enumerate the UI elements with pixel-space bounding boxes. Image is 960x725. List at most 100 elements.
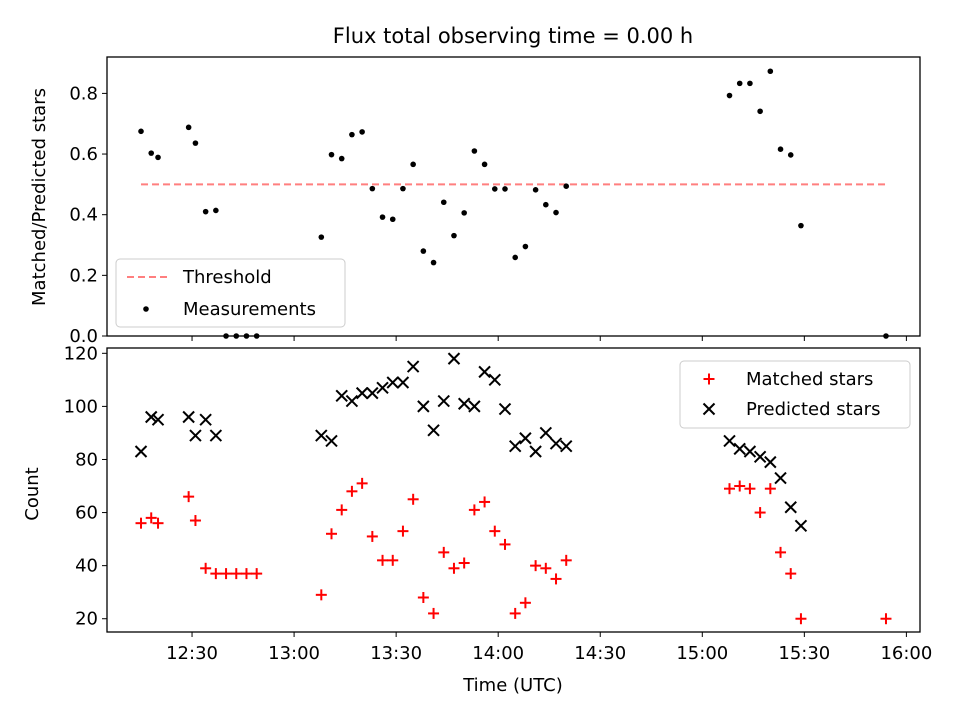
measurement-point xyxy=(451,232,457,239)
matched-point xyxy=(135,517,147,529)
top-axes: 0.0 0.2 0.4 0.6 0.8 xyxy=(69,83,907,347)
predicted-point xyxy=(325,434,338,448)
predicted-point xyxy=(209,429,223,442)
measurement-point xyxy=(148,150,155,156)
measurement-point xyxy=(757,108,763,115)
bottom-y-tick-label: 80 xyxy=(75,449,98,470)
bottom-y-tick-label: 120 xyxy=(64,343,98,364)
legend-plus-mark xyxy=(703,373,715,385)
predicted-point-b xyxy=(189,429,202,442)
predicted-point-b xyxy=(774,471,787,485)
measurement-point xyxy=(461,210,467,216)
predicted-point-b xyxy=(376,381,389,395)
x-tick-label: 13:30 xyxy=(370,643,422,664)
measurement-point xyxy=(400,185,406,192)
predicted-point-b xyxy=(145,410,158,424)
predicted-point xyxy=(457,397,471,410)
predicted-point-b xyxy=(355,386,369,400)
matched-point xyxy=(240,568,252,580)
predicted-point xyxy=(508,439,522,453)
predicted-point xyxy=(386,376,399,389)
x-tick-label: 15:30 xyxy=(778,643,830,664)
measurement-point xyxy=(798,222,804,229)
bottom-legend-box xyxy=(679,360,911,429)
matched-point xyxy=(397,525,409,537)
x-tick-label: 15:00 xyxy=(676,643,728,664)
top-y-axis-title: Matched/Predicted stars xyxy=(29,88,50,306)
measurement-point xyxy=(726,92,733,99)
predicted-point xyxy=(529,445,542,458)
predicted-point xyxy=(784,501,797,514)
measurement-point xyxy=(338,155,345,162)
matched-point xyxy=(152,517,164,529)
measurement-point xyxy=(563,183,570,189)
predicted-point xyxy=(366,386,379,400)
x-tick-label: 16:00 xyxy=(880,643,932,664)
predicted-point xyxy=(539,426,553,440)
matched-point xyxy=(315,589,327,601)
matched-point xyxy=(326,528,338,540)
measurement-point xyxy=(328,151,335,158)
top-legend-box xyxy=(115,258,346,328)
legend-measurements-swatch xyxy=(143,306,149,312)
predicted-point-b xyxy=(753,450,767,464)
predicted-point xyxy=(743,445,757,458)
measurement-point xyxy=(420,248,427,254)
matched-point xyxy=(366,530,378,542)
predicted-point xyxy=(437,394,450,408)
top-legend: Threshold Measurements xyxy=(115,258,346,328)
predicted-point-b xyxy=(199,413,212,426)
measurement-point xyxy=(155,154,161,161)
measurement-point xyxy=(522,243,529,250)
measurement-point xyxy=(440,199,447,206)
measurement-point xyxy=(553,209,559,216)
predicted-point xyxy=(145,410,158,424)
predicted-point-b xyxy=(335,389,348,402)
measurement-point xyxy=(389,216,396,223)
predicted-point-b xyxy=(134,445,148,458)
predicted-point xyxy=(315,429,328,442)
predicted-point xyxy=(733,442,746,456)
measurement-point xyxy=(543,201,549,208)
predicted-point xyxy=(723,434,736,448)
measurement-point xyxy=(736,80,743,87)
legend-matched-label: Matched stars xyxy=(746,369,873,390)
predicted-point xyxy=(519,432,532,445)
bottom-axes: 12:30 13:00 13:30 14:00 14:30 15:00 15:30 16:00… xyxy=(64,343,933,664)
predicted-point-b xyxy=(519,432,532,445)
legend-predicted-swatch xyxy=(702,402,716,416)
matched-point xyxy=(468,504,480,516)
measurement-point xyxy=(202,208,209,215)
top-y-tick-label: 0.6 xyxy=(69,144,98,165)
predicted-point xyxy=(498,402,512,416)
matched-point xyxy=(489,525,501,537)
matched-point xyxy=(230,568,242,580)
measurement-point xyxy=(359,129,365,135)
predicted-point-b xyxy=(386,376,399,389)
top-panel: Flux total observing time = 0.00 h Match… xyxy=(29,24,921,347)
matched-point xyxy=(145,512,157,524)
predicted-point-b xyxy=(437,394,450,408)
matched-point xyxy=(560,554,572,566)
predicted-point xyxy=(427,424,440,437)
predicted-point-b xyxy=(498,402,512,416)
measurement-point xyxy=(410,161,416,168)
predicted-point xyxy=(199,413,212,426)
predicted-point-b xyxy=(315,429,328,442)
predicted-point-b xyxy=(549,437,563,450)
predicted-point-b xyxy=(723,434,736,448)
predicted-point-b xyxy=(743,445,757,458)
predicted-point-b xyxy=(447,352,461,365)
legend-matched-swatch xyxy=(703,373,715,385)
matched-point xyxy=(795,613,807,625)
measurement-point xyxy=(349,131,355,138)
top-y-tick-label: 0.0 xyxy=(69,326,98,347)
x-axis-title: Time (UTC) xyxy=(462,675,563,696)
predicted-point-b xyxy=(182,410,195,424)
predicted-point xyxy=(447,352,461,365)
predicted-point-b xyxy=(784,501,797,514)
matched-point xyxy=(356,477,368,489)
measurement-point xyxy=(213,207,219,214)
bottom-y-tick-label: 60 xyxy=(75,503,98,524)
